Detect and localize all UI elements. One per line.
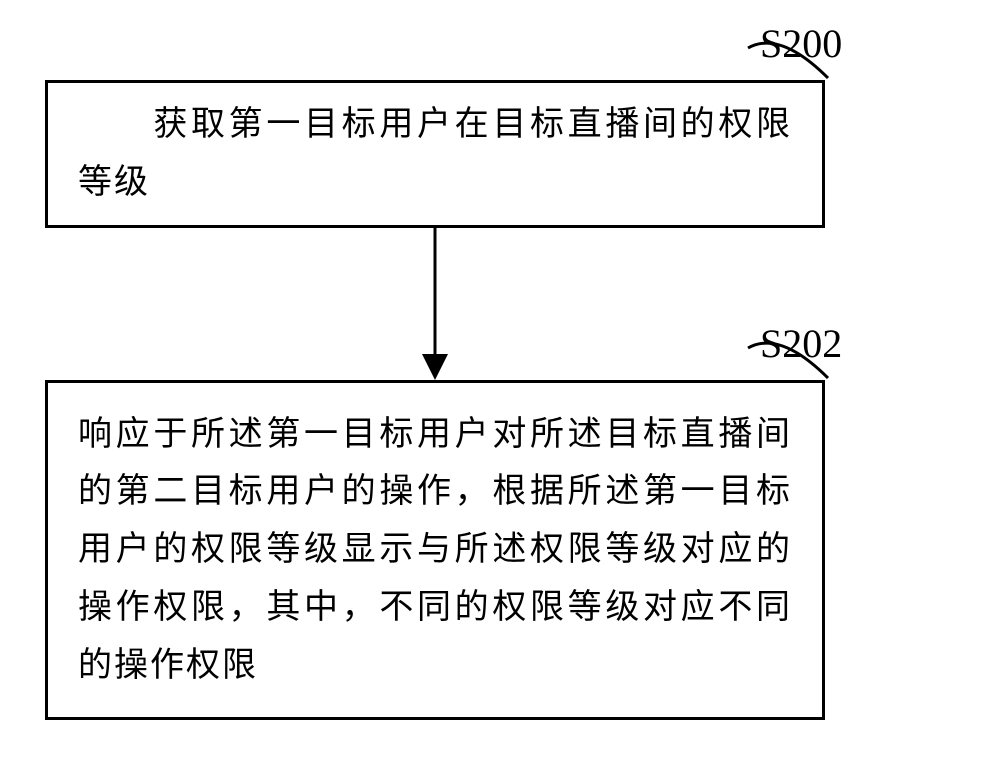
flowchart-canvas: 获取第一目标用户在目标直播间的权限等级 S200 响应于所述第一目标用户对所述目… bbox=[0, 0, 1000, 759]
callout-curve-s202 bbox=[0, 0, 1000, 759]
